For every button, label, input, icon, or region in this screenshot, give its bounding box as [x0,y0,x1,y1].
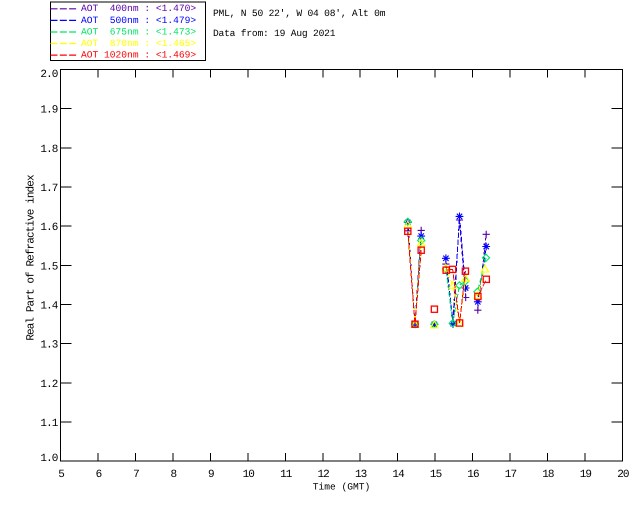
svg-text:20: 20 [617,469,629,481]
svg-text:1.5: 1.5 [40,261,57,273]
svg-text:17: 17 [505,469,517,481]
svg-text:15: 15 [430,469,442,481]
svg-text:7: 7 [133,469,139,481]
svg-text:Data from: 19 Aug 2021: Data from: 19 Aug 2021 [213,28,336,39]
svg-text:Time (GMT): Time (GMT) [313,482,371,493]
svg-text:1.4: 1.4 [40,301,58,313]
svg-text:6: 6 [96,469,102,481]
svg-text:9: 9 [208,469,214,481]
svg-text:Real Part of Refractive index: Real Part of Refractive index [26,174,38,341]
svg-text:AOT 870nm : <1.465>: AOT 870nm : <1.465> [81,38,196,49]
svg-text:12: 12 [317,469,329,481]
svg-text:1.7: 1.7 [40,183,57,195]
svg-text:AOT 500nm : <1.479>: AOT 500nm : <1.479> [81,15,196,26]
svg-text:10: 10 [243,469,255,481]
svg-text:1.0: 1.0 [40,453,57,465]
svg-text:8: 8 [171,469,177,481]
svg-text:1.6: 1.6 [40,222,57,234]
svg-text:2.0: 2.0 [40,69,57,81]
svg-text:1.2: 1.2 [40,379,57,391]
svg-text:1.8: 1.8 [40,144,57,156]
svg-text:19: 19 [580,469,592,481]
svg-text:11: 11 [280,469,293,481]
svg-text:AOT 675nm : <1.473>: AOT 675nm : <1.473> [81,26,196,37]
svg-text:5: 5 [58,469,64,481]
svg-text:PML, N 50 22', W 04 08', Alt 0: PML, N 50 22', W 04 08', Alt 0m [213,8,386,19]
svg-text:1.3: 1.3 [40,340,57,352]
svg-text:AOT 1020nm : <1.469>: AOT 1020nm : <1.469> [81,50,196,61]
svg-text:18: 18 [542,469,554,481]
svg-text:1.9: 1.9 [40,105,57,117]
svg-text:13: 13 [355,469,367,481]
svg-text:16: 16 [467,469,479,481]
svg-text:1.1: 1.1 [40,418,58,430]
svg-text:14: 14 [392,469,405,481]
svg-text:AOT 400nm : <1.470>: AOT 400nm : <1.470> [81,3,196,14]
